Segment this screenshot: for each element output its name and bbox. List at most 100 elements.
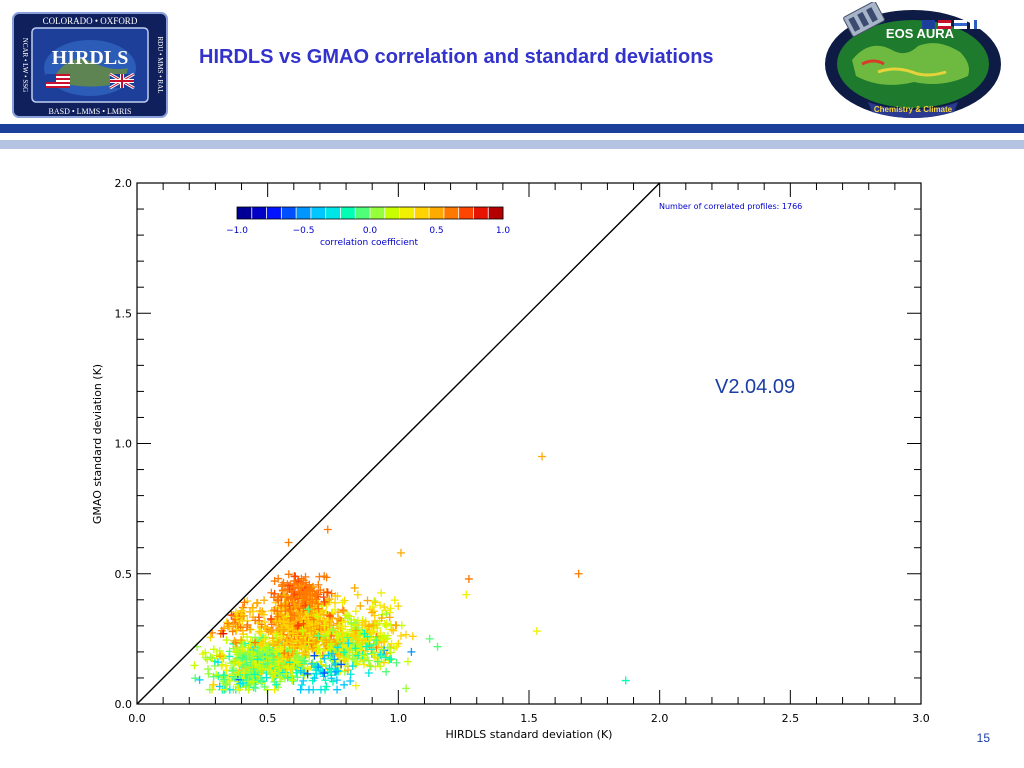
scatter-point xyxy=(302,587,311,596)
x-tick-label: 1.5 xyxy=(520,712,538,725)
scatter-point xyxy=(289,597,298,606)
scatter-point xyxy=(322,573,331,582)
scatter-point xyxy=(401,630,410,639)
hirdls-logo: COLORADO • OXFORD BASD • LMMS • LMRIS NC… xyxy=(12,12,168,118)
scatter-point xyxy=(256,676,265,685)
scatter-point xyxy=(327,639,336,648)
scatter-point xyxy=(356,601,365,610)
scatter-point xyxy=(299,637,308,646)
scatter-point xyxy=(293,622,302,631)
scatter-point xyxy=(289,642,298,651)
scatter-point xyxy=(219,671,228,680)
scatter-point xyxy=(308,658,317,667)
scatter-point xyxy=(377,652,386,661)
scatter-point xyxy=(267,620,276,629)
scatter-point xyxy=(287,593,296,602)
colorbar-tick-label: −1.0 xyxy=(226,226,248,236)
scatter-point xyxy=(277,631,286,640)
logo-aura-name: EOS AURA xyxy=(886,26,955,41)
scatter-point xyxy=(313,612,322,621)
scatter-point xyxy=(236,679,245,688)
scatter-point xyxy=(363,596,372,605)
scatter-point xyxy=(237,636,246,645)
scatter-point xyxy=(236,623,245,632)
scatter-point xyxy=(270,668,279,677)
scatter-point xyxy=(209,672,218,681)
scatter-point xyxy=(362,642,371,651)
scatter-point xyxy=(309,622,318,631)
scatter-point xyxy=(311,666,320,675)
scatter-point xyxy=(253,655,262,664)
colorbar-swatch xyxy=(443,207,460,219)
one-to-one-reference-line xyxy=(136,182,661,705)
scatter-point xyxy=(379,658,388,667)
scatter-point xyxy=(219,685,228,694)
scatter-point xyxy=(340,607,349,616)
scatter-point xyxy=(225,652,234,661)
scatter-point xyxy=(231,647,240,656)
scatter-point xyxy=(350,583,359,592)
scatter-point xyxy=(385,655,394,664)
scatter-point xyxy=(360,629,369,638)
scatter-point xyxy=(327,674,336,683)
scatter-point xyxy=(249,607,257,616)
scatter-point xyxy=(219,629,228,638)
scatter-point xyxy=(390,596,399,605)
scatter-point xyxy=(249,665,258,674)
y-tick-label: 1.0 xyxy=(115,438,133,451)
scatter-point xyxy=(389,626,398,635)
scatter-point xyxy=(270,685,279,694)
scatter-point xyxy=(346,670,355,679)
colorbar-swatch xyxy=(414,207,430,219)
scatter-point xyxy=(276,677,285,686)
scatter-point xyxy=(353,590,362,599)
scatter-point xyxy=(344,639,353,648)
scatter-point xyxy=(319,610,328,619)
scatter-point xyxy=(298,649,307,658)
scatter-point xyxy=(230,658,239,667)
scatter-point xyxy=(248,648,257,657)
scatter-point xyxy=(372,636,381,645)
scatter-point xyxy=(320,597,329,606)
scatter-point xyxy=(371,598,380,607)
x-tick-label: 0.5 xyxy=(259,712,277,725)
scatter-point xyxy=(280,625,289,634)
scatter-point xyxy=(220,675,229,684)
logo-ribbon-text: Chemistry & Climate xyxy=(874,105,953,114)
scatter-point xyxy=(294,621,303,630)
scatter-point xyxy=(281,668,290,677)
scatter-point xyxy=(263,658,272,667)
scatter-point xyxy=(273,612,282,621)
scatter-point xyxy=(283,673,292,682)
scatter-point xyxy=(283,653,292,662)
scatter-point xyxy=(320,669,329,678)
colorbar-swatch xyxy=(384,207,400,219)
scatter-point xyxy=(316,685,325,694)
scatter-point xyxy=(285,658,294,667)
colorbar-label: correlation coefficient xyxy=(320,238,419,248)
scatter-point xyxy=(407,647,416,656)
scatter-point xyxy=(246,652,255,661)
scatter-point xyxy=(322,636,331,645)
y-tick-label: 0.0 xyxy=(115,698,133,711)
scatter-point xyxy=(260,618,269,627)
scatter-point xyxy=(338,632,347,641)
colorbar-swatch xyxy=(355,207,371,219)
scatter-point xyxy=(291,572,300,581)
scatter-point xyxy=(368,627,377,636)
scatter-point xyxy=(293,654,302,663)
scatter-point xyxy=(304,638,313,647)
scatter-point xyxy=(269,640,278,649)
scatter-point xyxy=(216,652,225,661)
scatter-point xyxy=(295,600,304,609)
version-label: V2.04.09 xyxy=(715,376,796,398)
scatter-point xyxy=(304,614,313,623)
scatter-point xyxy=(229,666,238,675)
x-tick-label: 3.0 xyxy=(912,712,930,725)
scatter-point xyxy=(298,627,307,636)
scatter-point xyxy=(222,618,231,627)
scatter-point xyxy=(382,667,391,676)
scatter-point xyxy=(369,650,378,659)
scatter-point xyxy=(238,606,247,615)
scatter-point xyxy=(532,627,541,636)
